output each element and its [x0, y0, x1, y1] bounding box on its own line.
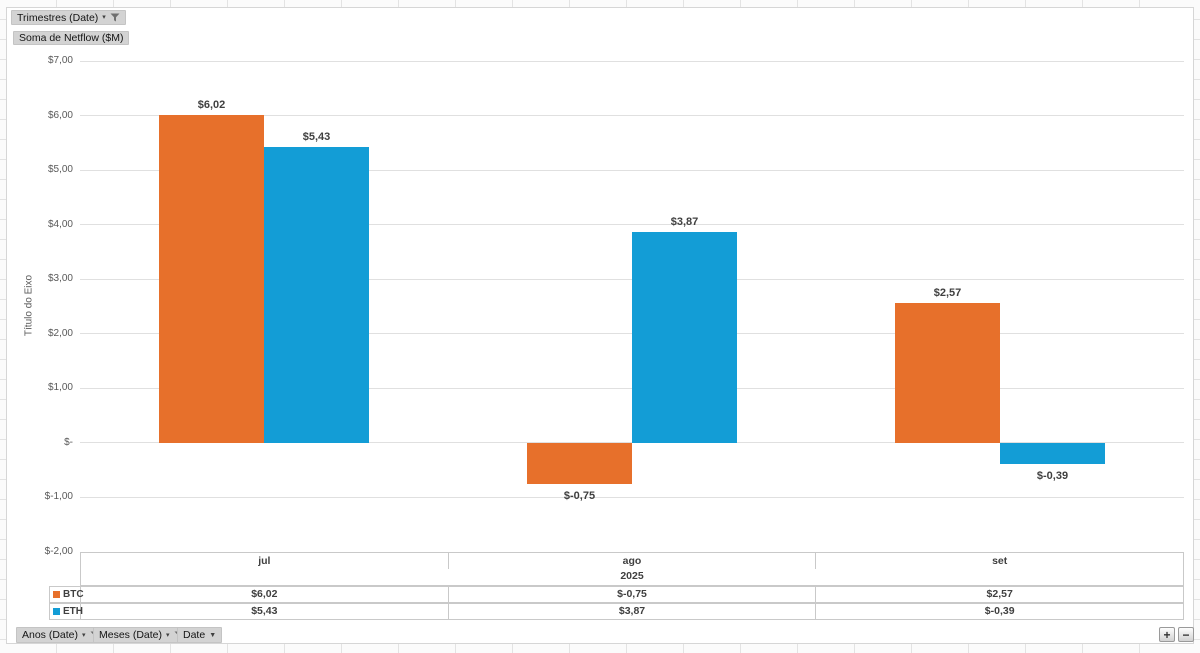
data-label: $3,87: [670, 215, 699, 228]
y-gridline: [80, 224, 1184, 226]
data-label: $2,57: [933, 286, 962, 299]
data-table-value: $-0,75: [449, 587, 817, 602]
y-axis-tick-label: $2,00: [47, 327, 73, 339]
y-axis-tick-label: $4,00: [47, 218, 73, 230]
y-axis-tick-label: $3,00: [47, 273, 73, 285]
data-table-row-eth: ETH $5,43 $3,87 $-0,39: [49, 603, 1184, 620]
legend-swatch-eth: [53, 608, 60, 615]
y-axis-tick-label: $6,00: [47, 109, 73, 121]
dropdown-arrow-icon: ▾: [82, 631, 86, 639]
dropdown-arrow-icon: ▾: [166, 631, 170, 639]
y-gridline: [80, 496, 1184, 498]
bar-btc-jul[interactable]: [159, 114, 264, 443]
legend-cell-btc: BTC: [50, 587, 84, 602]
legend-swatch-btc: [53, 591, 60, 598]
bar-eth-set[interactable]: [1000, 442, 1105, 465]
category-label-ago: ago: [449, 553, 817, 569]
spreadsheet-background-top: [0, 0, 1200, 7]
year-label: 2025: [620, 570, 644, 582]
data-table-value: $5,43: [81, 604, 449, 619]
spreadsheet-background-bottom: [0, 644, 1200, 653]
data-table-header: jul ago set 2025: [80, 552, 1184, 586]
series-name: ETH: [63, 606, 83, 617]
pivot-field-button-trimestres[interactable]: Trimestres (Date) ▾: [11, 10, 126, 25]
expand-button[interactable]: +: [1159, 627, 1175, 642]
y-axis-tick-label: $1,00: [47, 382, 73, 394]
data-label: $6,02: [197, 98, 226, 111]
pivot-value-field-label: Soma de Netflow ($M): [19, 32, 124, 44]
y-gridline: [80, 442, 1184, 444]
series-name: BTC: [63, 589, 84, 600]
bar-btc-set[interactable]: [895, 302, 1000, 443]
data-table-value: $2,57: [986, 588, 1013, 600]
y-gridline: [80, 60, 1184, 62]
spreadsheet-background-left: [0, 0, 6, 653]
y-axis-title[interactable]: Título do Eixo: [23, 274, 35, 337]
pivot-axis-button-date[interactable]: Date ▼: [177, 627, 223, 643]
pivot-axis-button-label: Date: [183, 629, 206, 641]
bar-btc-ago[interactable]: [527, 442, 632, 484]
y-gridline: [80, 115, 1184, 117]
pivot-field-button-label: Trimestres (Date): [17, 11, 99, 24]
dropdown-arrow-icon: ▼: [209, 631, 217, 639]
category-label-set: set: [992, 555, 1008, 567]
filter-funnel-icon: [110, 13, 120, 22]
data-table-row-btc: BTC $6,02 $-0,75 $2,57: [49, 586, 1184, 603]
data-label: $5,43: [302, 130, 331, 143]
spreadsheet-background-right: [1194, 0, 1200, 653]
category-label-jul: jul: [81, 553, 449, 569]
data-label: $-0,75: [563, 489, 596, 502]
data-table-value: $3,87: [449, 604, 817, 619]
data-table-value: $-0,39: [984, 605, 1015, 617]
data-label: $-0,39: [1036, 470, 1069, 483]
bar-eth-ago[interactable]: [632, 231, 737, 443]
legend-cell-eth: ETH: [50, 604, 83, 619]
pivot-value-field-button[interactable]: Soma de Netflow ($M): [13, 31, 130, 45]
pivot-axis-button-label: Meses (Date): [99, 629, 163, 641]
pivot-chart: Trimestres (Date) ▾ Soma de Netflow ($M)…: [6, 7, 1194, 644]
data-table-value: $6,02: [81, 587, 449, 602]
pivot-axis-button-anos[interactable]: Anos (Date) ▾: [16, 627, 106, 643]
collapse-button[interactable]: −: [1178, 627, 1194, 642]
y-axis-tick-label: $5,00: [47, 164, 73, 176]
pivot-axis-button-label: Anos (Date): [22, 629, 79, 641]
y-gridline: [80, 169, 1184, 171]
y-axis-tick-label: $-: [64, 436, 73, 448]
data-table-month-row: jul ago set: [81, 553, 1183, 569]
y-axis-tick-label: $-1,00: [44, 491, 73, 503]
dropdown-arrow-icon: ▾: [102, 14, 106, 21]
y-axis-tick-label: $7,00: [47, 55, 73, 66]
bar-eth-jul[interactable]: [264, 146, 369, 443]
pivot-axis-button-meses[interactable]: Meses (Date) ▾: [93, 627, 190, 643]
y-axis-tick-label: $-2,00: [44, 546, 73, 557]
